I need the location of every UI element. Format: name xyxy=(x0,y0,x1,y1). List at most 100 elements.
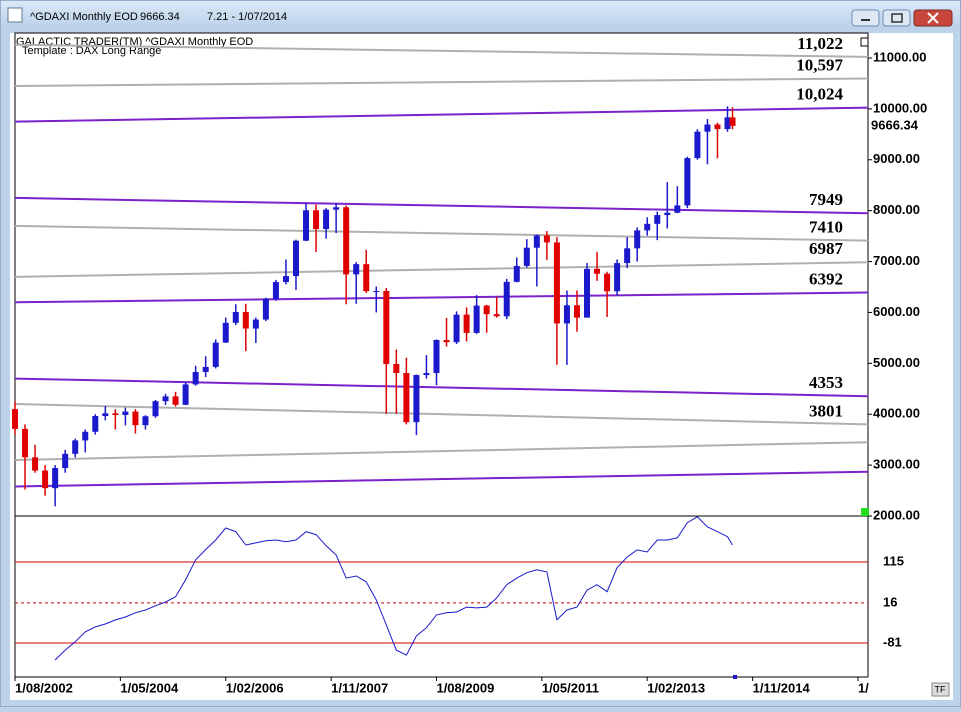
title-bar xyxy=(1,1,960,29)
candle-body xyxy=(553,242,560,324)
x-tick-label: 1/11/2007 xyxy=(331,680,388,695)
level-line xyxy=(14,77,869,87)
candle-body xyxy=(212,342,219,367)
candle-body xyxy=(533,235,540,248)
candle-body xyxy=(303,210,310,241)
candle-body xyxy=(52,468,59,489)
level-label: 6392 xyxy=(809,269,843,288)
panel-marker[interactable] xyxy=(860,37,869,47)
chart-background xyxy=(10,33,953,700)
y-tick-label: 11000.00 xyxy=(873,49,927,64)
window-info: 7.21 - 1/07/2014 xyxy=(207,11,287,23)
candle-body xyxy=(694,131,701,159)
candle-body xyxy=(292,240,299,277)
candle-body xyxy=(543,235,550,243)
candle-body xyxy=(614,263,621,292)
level-line xyxy=(14,43,869,58)
level-line xyxy=(14,470,869,488)
candle-body xyxy=(724,117,731,130)
candle-body xyxy=(132,411,139,426)
candle-body xyxy=(202,366,209,372)
candle-body xyxy=(282,276,289,283)
candle-body xyxy=(503,281,510,317)
candle-body xyxy=(353,264,360,275)
candle-body xyxy=(654,215,661,224)
candle-body xyxy=(493,314,500,317)
candle-body xyxy=(563,305,570,324)
level-line xyxy=(14,106,869,123)
x-tick-label: 1/05/2004 xyxy=(120,680,179,695)
x-tick-label: 1/08/2002 xyxy=(15,680,73,695)
level-line xyxy=(14,377,869,398)
candle-body xyxy=(122,411,129,415)
plot-border xyxy=(14,32,869,678)
y-tick-label: 10000.00 xyxy=(873,100,927,115)
candle-body xyxy=(573,305,580,318)
y-tick-label: 16 xyxy=(883,594,897,609)
candle-body xyxy=(162,396,169,402)
y-tick-label: 115 xyxy=(883,553,904,568)
x-tick-label: 1/02/2006 xyxy=(226,680,284,695)
candle-body xyxy=(272,282,279,299)
y-tick-label: 9000.00 xyxy=(873,151,920,166)
candle-body xyxy=(604,273,611,292)
candle-body xyxy=(453,314,460,343)
candle-body xyxy=(22,428,29,458)
x-tick-label: 1/05/2011 xyxy=(542,680,599,695)
window-last: 9666.34 xyxy=(140,11,180,23)
last-value-label: 9666.34 xyxy=(871,117,919,132)
candle-body xyxy=(403,372,410,423)
candle-body xyxy=(644,223,651,231)
level-label: 6987 xyxy=(809,239,844,258)
candle-body xyxy=(584,268,591,318)
candle-body xyxy=(12,409,18,429)
level-label: 10,024 xyxy=(796,85,843,104)
tf-button[interactable] xyxy=(931,682,950,697)
candle-body xyxy=(634,230,641,249)
panel-marker[interactable] xyxy=(861,508,869,516)
candle-body xyxy=(624,248,631,264)
level-label: 4353 xyxy=(809,373,843,392)
candle-body xyxy=(252,319,259,329)
candle-body xyxy=(729,117,736,126)
candle-body xyxy=(363,264,370,292)
y-tick-label: 6000.00 xyxy=(873,304,920,319)
candle-body xyxy=(413,375,420,423)
candle-body xyxy=(232,311,239,323)
maximize-button[interactable] xyxy=(882,9,911,27)
candle-body xyxy=(383,290,390,364)
candle-body xyxy=(483,305,490,315)
close-icon xyxy=(927,12,939,24)
y-tick-label: 7000.00 xyxy=(873,253,920,268)
level-label: 7949 xyxy=(809,190,843,209)
candle-body xyxy=(523,247,530,266)
candle-body xyxy=(82,431,89,441)
candle-body xyxy=(313,210,320,230)
y-tick-label: 8000.00 xyxy=(873,202,920,217)
candle-body xyxy=(112,413,119,415)
y-tick-label: 5000.00 xyxy=(873,355,920,370)
candle-body xyxy=(373,290,380,292)
y-tick-label: 3000.00 xyxy=(873,457,920,472)
candle-body xyxy=(172,396,179,405)
app-icon[interactable] xyxy=(7,7,23,23)
candle-body xyxy=(192,371,199,385)
candle-body xyxy=(423,373,430,376)
level-line xyxy=(14,261,869,278)
y-tick-label: 4000.00 xyxy=(873,406,920,421)
oscillator-line xyxy=(54,516,733,661)
candle-body xyxy=(704,124,711,132)
candle-body xyxy=(32,457,39,471)
candle-body xyxy=(323,209,330,230)
minimize-button[interactable] xyxy=(851,9,880,27)
window-title: ^GDAXI Monthly EOD xyxy=(30,11,138,23)
candle-body xyxy=(182,384,189,405)
x-tick-label: 1/02/2013 xyxy=(647,680,705,695)
candle-body xyxy=(333,207,340,210)
candle-body xyxy=(92,416,99,432)
candle-body xyxy=(513,265,520,282)
candle-body xyxy=(242,311,249,329)
candle-body xyxy=(262,298,269,320)
level-label: 11,022 xyxy=(797,34,843,53)
